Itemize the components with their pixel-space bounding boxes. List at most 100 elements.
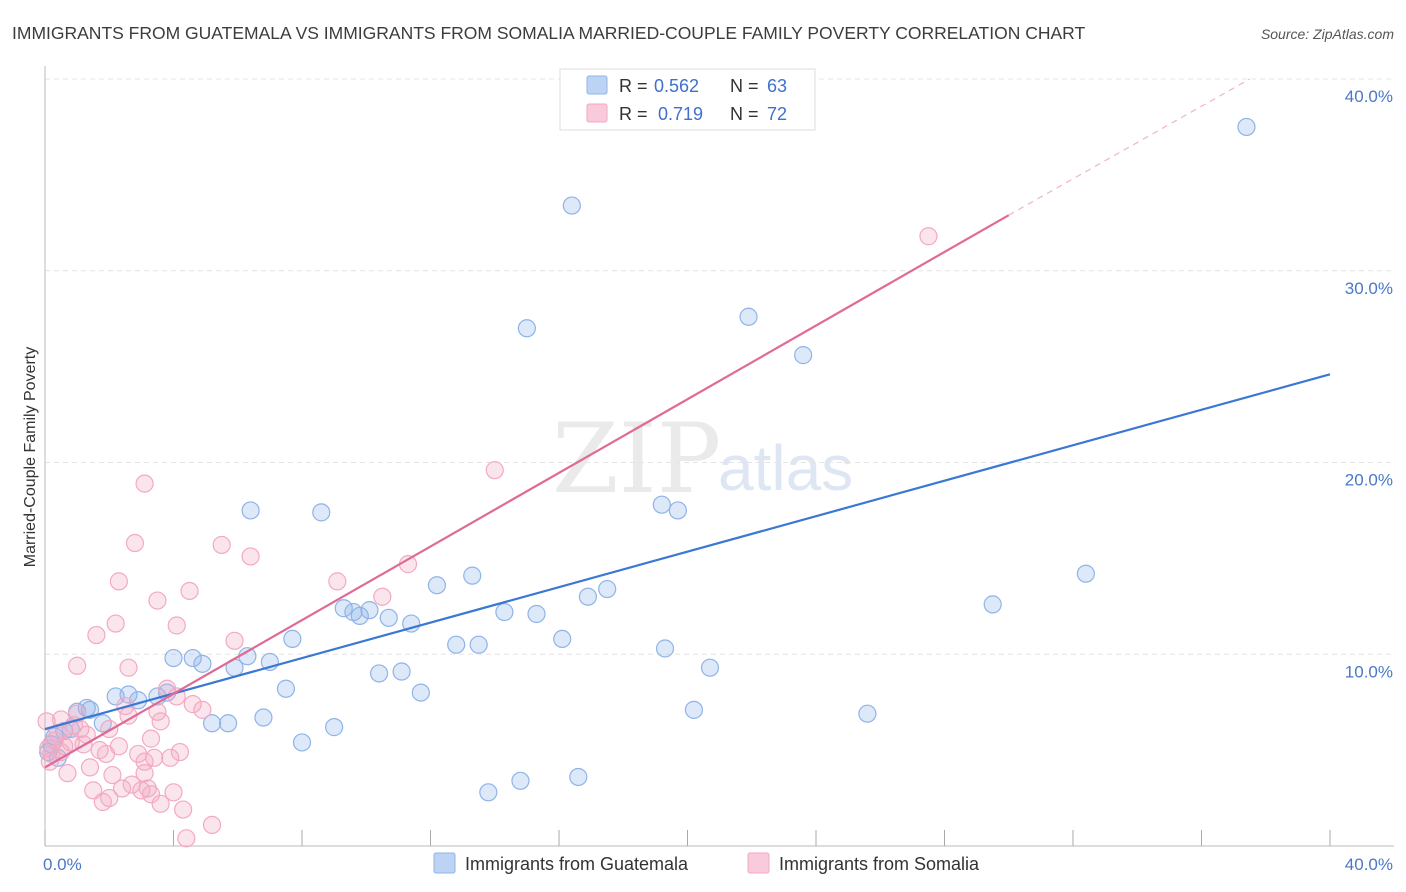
point-0-47 [527, 604, 546, 624]
point-1-67 [919, 227, 938, 246]
point-1-54 [174, 800, 193, 819]
point-1-27 [109, 737, 128, 756]
point-0-50 [569, 767, 588, 787]
series-legend-swatch-somalia [747, 852, 770, 874]
point-0-15 [164, 648, 183, 668]
point-1-40 [138, 779, 157, 798]
legend-r-value-somalia: 0.719 [658, 104, 703, 124]
chart-title: IMMIGRANTS FROM GUATEMALA VS IMMIGRANTS … [12, 23, 1085, 43]
point-0-32 [350, 606, 369, 626]
axes [44, 66, 1394, 847]
trend-extension-1 [1008, 78, 1250, 216]
point-1-17 [80, 758, 100, 777]
point-0-57 [700, 658, 720, 677]
point-1-29 [112, 779, 132, 798]
point-1-28 [109, 572, 128, 591]
point-0-28 [312, 503, 331, 522]
point-0-38 [411, 683, 430, 702]
tick-labels: 10.0% 20.0% 30.0% 40.0% 0.0% 40.0% [43, 87, 1393, 874]
legend-n-value-somalia: 72 [767, 104, 787, 124]
series-legend: Immigrants from Guatemala Immigrants fro… [433, 852, 980, 874]
point-0-61 [983, 595, 1002, 614]
gridlines [45, 78, 1394, 655]
point-0-53 [652, 495, 671, 514]
point-0-35 [379, 608, 398, 627]
point-1-49 [161, 748, 180, 767]
point-0-49 [562, 196, 581, 215]
point-1-38 [135, 764, 154, 783]
point-1-64 [373, 587, 392, 606]
point-1-32 [119, 658, 138, 677]
y-axis-label: Married-Couple Family Poverty [22, 347, 39, 568]
point-0-44 [495, 602, 514, 622]
point-0-17 [193, 654, 212, 673]
point-0-27 [292, 733, 312, 752]
point-0-25 [276, 679, 296, 698]
x-tick-label-0: 0.0% [43, 855, 82, 874]
legend-r-label-somalia: R = [619, 104, 648, 124]
trend-line-1 [44, 214, 1010, 769]
point-0-58 [739, 307, 758, 326]
legend-r-label-guatemala: R = [619, 76, 648, 96]
point-1-66 [485, 461, 504, 480]
point-0-26 [283, 629, 302, 649]
point-1-61 [225, 631, 244, 650]
point-1-45 [148, 591, 167, 610]
point-0-55 [668, 501, 687, 520]
chart-source: Source: ZipAtlas.com [1261, 26, 1394, 42]
point-1-41 [141, 785, 161, 804]
y-tick-label-1: 20.0% [1345, 471, 1393, 490]
point-0-29 [325, 718, 344, 737]
point-0-54 [655, 639, 675, 658]
point-0-11 [119, 685, 138, 704]
point-0-42 [469, 635, 488, 654]
point-1-63 [328, 572, 347, 591]
point-0-34 [370, 664, 389, 683]
series-legend-swatch-guatemala [433, 852, 456, 874]
point-0-45 [511, 771, 530, 790]
point-1-26 [106, 614, 125, 633]
point-1-59 [202, 815, 222, 835]
point-0-59 [794, 346, 813, 365]
data-points [37, 117, 1256, 848]
y-tick-label-3: 40.0% [1345, 87, 1393, 106]
point-1-57 [183, 695, 202, 714]
point-1-43 [145, 748, 164, 767]
point-1-34 [125, 533, 145, 553]
point-0-51 [578, 587, 598, 606]
point-1-19 [87, 625, 106, 645]
point-1-23 [100, 788, 119, 808]
point-0-63 [1237, 117, 1256, 137]
point-1-42 [141, 729, 161, 748]
trend-line-0 [44, 373, 1331, 731]
series-points-0 [39, 117, 1256, 802]
point-0-40 [447, 635, 466, 654]
point-1-47 [151, 794, 170, 813]
point-1-39 [135, 474, 154, 493]
point-0-60 [858, 704, 877, 723]
point-0-16 [183, 648, 202, 668]
point-0-22 [241, 501, 260, 520]
point-1-56 [180, 581, 199, 601]
legend-n-label-somalia: N = [730, 104, 759, 124]
point-0-30 [334, 599, 353, 618]
point-0-4 [55, 721, 74, 741]
point-1-9 [58, 764, 77, 783]
point-1-53 [170, 742, 190, 762]
point-0-36 [392, 662, 411, 681]
point-0-33 [360, 601, 379, 620]
point-1-52 [167, 616, 186, 635]
legend-n-label-guatemala: N = [730, 76, 759, 96]
trend-lines [44, 78, 1331, 769]
point-1-50 [164, 783, 183, 802]
point-0-41 [463, 566, 482, 585]
point-0-46 [517, 319, 536, 338]
point-1-13 [68, 656, 87, 675]
point-1-0 [37, 712, 56, 731]
y-tick-label-0: 10.0% [1345, 662, 1393, 681]
point-0-23 [254, 708, 273, 727]
point-0-39 [427, 576, 447, 595]
legend-n-value-guatemala: 63 [767, 76, 787, 96]
point-1-55 [177, 829, 196, 848]
